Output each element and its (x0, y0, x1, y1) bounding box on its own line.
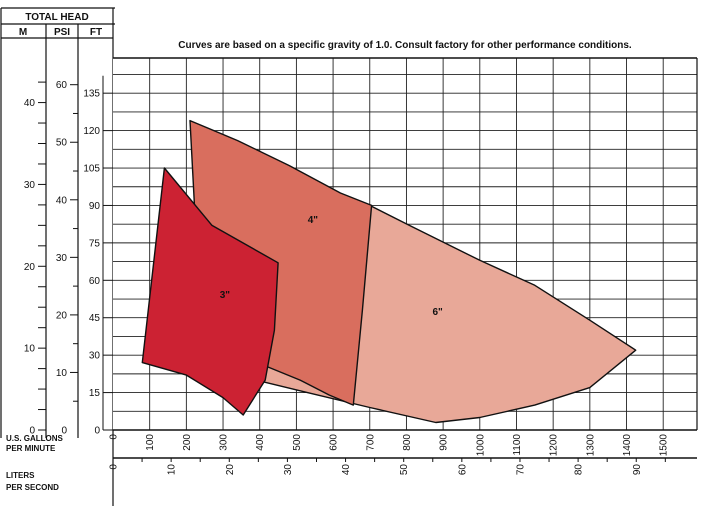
gpm-tick-label: 1000 (475, 434, 486, 457)
gpm-axis-label-line-2: PER MINUTE (6, 444, 56, 453)
gpm-tick-label: 200 (182, 434, 193, 451)
ft-tick-label: 105 (83, 164, 100, 175)
ft-tick-label: 75 (89, 238, 101, 249)
head-unit-m: M (19, 27, 27, 38)
lps-tick-label: 60 (457, 464, 468, 476)
ft-tick-label: 45 (89, 313, 101, 324)
m-tick-label: 10 (24, 344, 36, 355)
gpm-tick-label: 900 (439, 434, 450, 451)
psi-tick-label: 40 (56, 195, 68, 206)
zone-3 (141, 167, 279, 416)
lps-tick-label: 0 (109, 464, 120, 470)
gpm-tick-label: 500 (292, 434, 303, 451)
ft-tick-label: 135 (83, 89, 100, 100)
lps-tick-label: 40 (341, 464, 352, 476)
gpm-tick-label: 1100 (512, 434, 523, 456)
gpm-tick-label: 400 (255, 434, 266, 451)
lps-tick-label: 90 (632, 464, 643, 476)
psi-tick-label: 20 (56, 310, 68, 321)
chart-note: Curves are based on a specific gravity o… (178, 40, 632, 51)
axis-layer: 0153045607590105120135010203040506001020… (24, 69, 670, 476)
lps-tick-label: 20 (225, 464, 236, 476)
head-header: TOTAL HEAD (25, 12, 88, 23)
gpm-tick-label: 1300 (585, 434, 596, 457)
lps-axis-label-line-2: PER SECOND (6, 483, 59, 492)
ft-tick-label: 15 (89, 388, 101, 399)
m-tick-label: 20 (24, 262, 36, 273)
frame-layer (113, 57, 698, 459)
ft-tick-label: 60 (89, 276, 101, 287)
gpm-tick-label: 1500 (659, 434, 670, 457)
head-unit-ft: FT (90, 27, 102, 38)
ft-tick-label: 120 (83, 126, 100, 137)
psi-tick-label: 30 (56, 253, 68, 264)
gpm-tick-label: 100 (145, 434, 156, 451)
ft-tick-label: 0 (94, 426, 100, 437)
gpm-tick-label: 300 (219, 434, 230, 451)
gpm-tick-label: 0 (109, 434, 120, 440)
m-tick-label: 40 (24, 98, 36, 109)
zone-layer: 6" 4" 3" (141, 119, 637, 424)
psi-tick-label: 50 (56, 138, 68, 149)
lps-tick-label: 80 (574, 464, 585, 476)
ft-tick-label: 90 (89, 201, 101, 212)
psi-tick-label: 60 (56, 80, 68, 91)
zone-label-1: 6" (432, 307, 443, 318)
psi-tick-label: 0 (61, 426, 67, 437)
head-unit-psi: PSI (54, 27, 70, 38)
lps-tick-label: 50 (399, 464, 410, 476)
psi-tick-label: 10 (56, 368, 68, 379)
zone-label-2: 4" (308, 215, 319, 226)
m-tick-label: 30 (24, 180, 36, 191)
gpm-tick-label: 1200 (549, 434, 560, 457)
gpm-axis-label-line-1: U.S. GALLONS (6, 434, 64, 443)
gpm-tick-label: 700 (365, 434, 376, 451)
lps-axis-label-line-1: LITERS (6, 471, 35, 480)
gpm-tick-label: 1400 (622, 434, 633, 457)
m-tick-label: 0 (29, 426, 35, 437)
lps-tick-label: 30 (283, 464, 294, 476)
lps-tick-label: 70 (515, 464, 526, 476)
zone-label-3: 3" (220, 290, 231, 301)
gpm-tick-label: 800 (402, 434, 413, 451)
gpm-tick-label: 600 (329, 434, 340, 451)
ft-tick-label: 30 (89, 351, 101, 362)
lps-tick-label: 10 (167, 464, 178, 476)
